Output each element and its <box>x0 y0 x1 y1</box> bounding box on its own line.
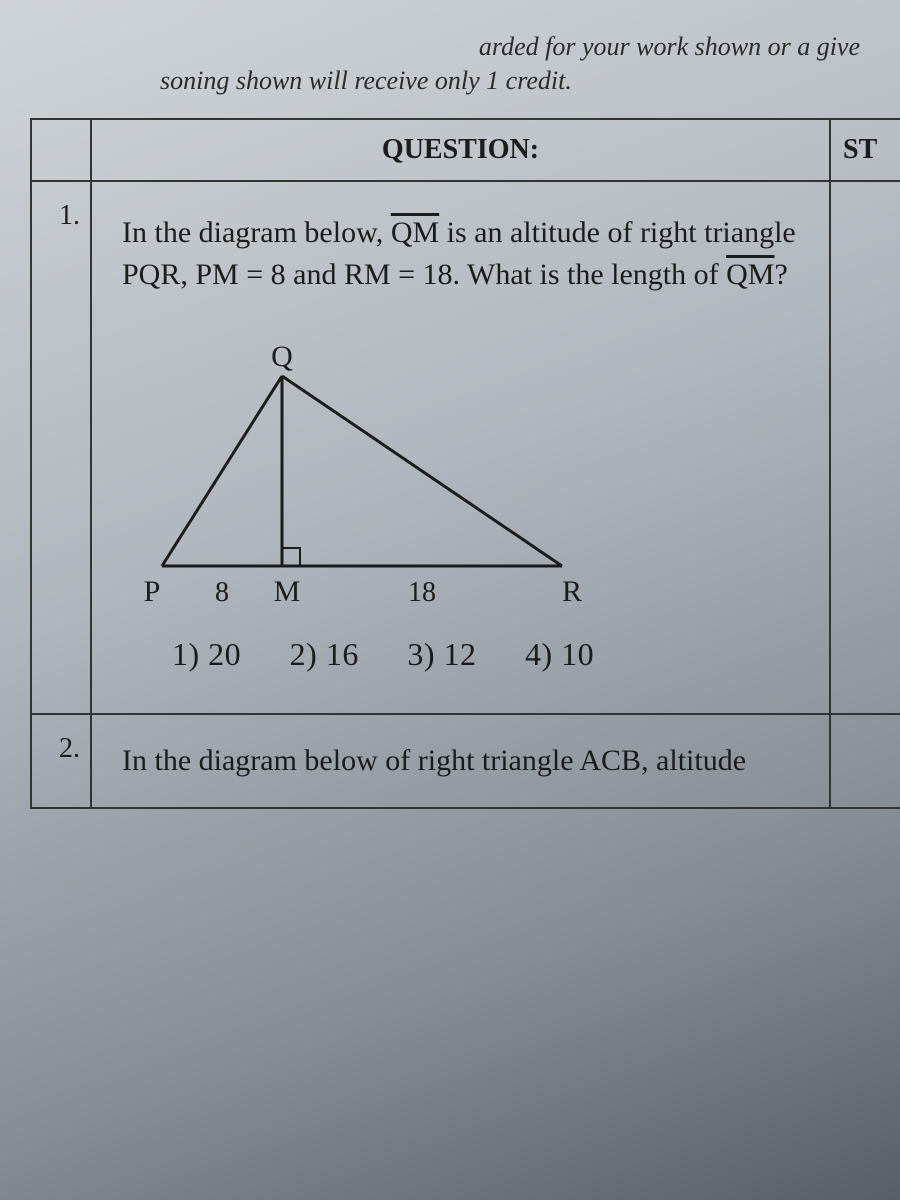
question-1-row: 1. In the diagram below, QM is an altitu… <box>31 181 900 714</box>
question-2-number: 2. <box>31 714 91 808</box>
question-1-number: 1. <box>31 181 91 714</box>
right-column-header: ST <box>830 119 900 181</box>
blank-header <box>31 119 91 181</box>
question-column-header: QUESTION: <box>91 119 830 181</box>
answer-1: 1) 20 <box>172 636 241 672</box>
question-2-right-cell <box>830 714 900 808</box>
label-m: M <box>274 575 301 608</box>
question-1-answers: 1) 20 2) 16 3) 12 4) 10 <box>122 636 799 673</box>
question-1-right-cell <box>830 181 900 714</box>
answer-4: 4) 10 <box>525 636 594 672</box>
header-line-1: arded for your work shown or a give <box>100 30 860 64</box>
question-1-text: In the diagram below, QM is an altitude … <box>122 212 799 296</box>
worksheet-table: QUESTION: ST 1. In the diagram below, QM… <box>30 118 900 809</box>
answer-2: 2) 16 <box>290 636 359 672</box>
page-header-fragment: arded for your work shown or a give soni… <box>0 0 900 108</box>
label-pm: 8 <box>215 577 229 608</box>
label-p: P <box>144 575 161 608</box>
triangle-svg: Q P M R 8 18 <box>122 316 602 616</box>
question-2-cell: In the diagram below of right triangle A… <box>91 714 830 808</box>
question-2-text: In the diagram below of right triangle A… <box>122 744 746 777</box>
label-r: R <box>562 575 582 608</box>
answer-3: 3) 12 <box>407 636 476 672</box>
header-line-2: soning shown will receive only 1 credit. <box>100 64 860 98</box>
question-1-cell: In the diagram below, QM is an altitude … <box>91 181 830 714</box>
label-q: Q <box>271 340 293 373</box>
triangle-diagram: Q P M R 8 18 <box>122 316 799 616</box>
label-mr: 18 <box>408 577 436 608</box>
question-2-row: 2. In the diagram below of right triangl… <box>31 714 900 808</box>
